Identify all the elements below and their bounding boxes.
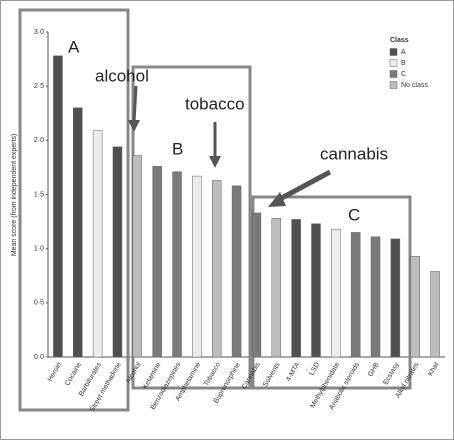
bar bbox=[112, 146, 123, 358]
arrow bbox=[132, 85, 138, 123]
bar bbox=[430, 271, 440, 358]
bar bbox=[410, 256, 420, 358]
y-axis-label: Mean score (from independent experts) bbox=[11, 134, 18, 257]
annotation: tobacco bbox=[185, 94, 245, 113]
bar bbox=[132, 155, 143, 358]
legend-swatch bbox=[389, 70, 398, 78]
y-tick-label: 2·5 bbox=[34, 83, 44, 90]
y-tick-label: 0·5 bbox=[34, 300, 44, 307]
bar bbox=[73, 107, 83, 358]
legend-label: C bbox=[401, 71, 406, 78]
y-tick-label: 1·5 bbox=[34, 191, 44, 198]
arrow-head bbox=[268, 192, 286, 207]
bar bbox=[251, 212, 262, 358]
bar bbox=[311, 223, 321, 358]
bar bbox=[192, 175, 202, 358]
annotation: A bbox=[68, 37, 80, 56]
legend-label: B bbox=[401, 60, 406, 67]
bar bbox=[390, 238, 401, 358]
annotation: C bbox=[348, 205, 360, 224]
bar bbox=[370, 236, 381, 358]
arrow bbox=[276, 169, 332, 203]
bar bbox=[350, 232, 361, 358]
legend-swatch bbox=[389, 59, 398, 67]
legend-label: A bbox=[401, 49, 406, 56]
legend-title: Class bbox=[390, 37, 409, 44]
arrows bbox=[128, 85, 332, 207]
bar bbox=[211, 180, 222, 358]
bar bbox=[92, 130, 103, 358]
annotation: B bbox=[172, 139, 183, 158]
bar bbox=[152, 166, 162, 358]
arrow-head bbox=[128, 120, 140, 132]
legend-swatch bbox=[389, 48, 398, 56]
bar bbox=[291, 219, 301, 358]
bar bbox=[271, 218, 282, 358]
bar bbox=[331, 228, 341, 358]
arrow-head bbox=[209, 156, 221, 168]
bar bbox=[172, 171, 182, 358]
y-tick-label: 0·0 bbox=[34, 354, 44, 361]
y-tick-label: 1·0 bbox=[34, 246, 44, 253]
annotation: alcohol bbox=[95, 66, 149, 85]
bar bbox=[53, 55, 63, 358]
class-a-box bbox=[18, 8, 130, 412]
y-tick-label: 3·0 bbox=[34, 29, 44, 36]
bar bbox=[231, 185, 242, 358]
legend-swatch bbox=[389, 81, 398, 89]
annotation: cannabis bbox=[320, 144, 388, 163]
legend-label: No class bbox=[401, 82, 428, 89]
y-tick-label: 2·0 bbox=[34, 137, 44, 144]
